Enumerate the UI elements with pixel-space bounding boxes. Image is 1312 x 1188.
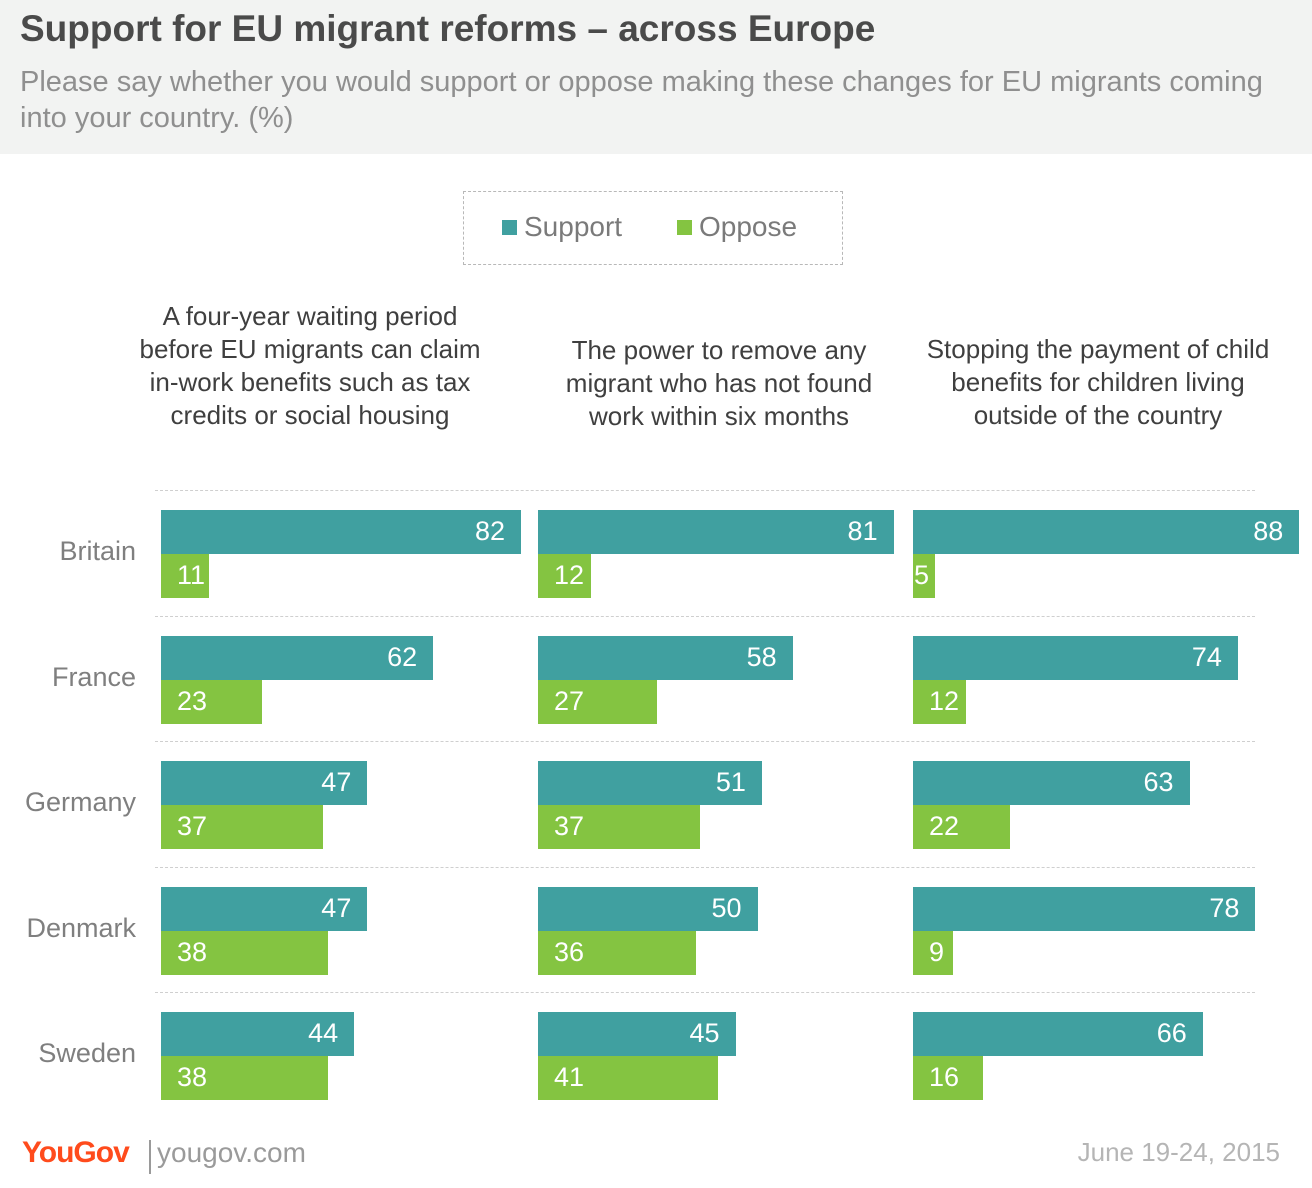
row-label-sweden: Sweden [38,1038,136,1068]
bar-support-france-panel-3 [913,635,1238,680]
bar-support-britain-panel-1 [161,510,521,554]
bar-oppose-sweden-panel-2 [538,1056,718,1100]
row-label-britain: Britain [59,536,136,566]
panel-title-waiting-period: A four-year waiting period before EU mig… [139,301,481,430]
data-label-oppose-sweden-panel-1: 38 [177,1062,208,1092]
data-label-support-sweden-panel-3: 66 [1156,1018,1187,1048]
chart-title: Support for EU migrant reforms – across … [20,8,876,49]
bar-support-sweden-panel-3 [913,1012,1203,1056]
data-label-oppose-germany-panel-2: 37 [554,811,585,841]
data-label-oppose-germany-panel-3: 22 [929,811,960,841]
data-label-oppose-denmark-panel-2: 36 [554,936,585,967]
bar-oppose-denmark-panel-3 [913,930,953,975]
bar-support-germany-panel-1 [161,761,368,805]
footer-date: June 19-24, 2015 [1077,1137,1280,1167]
bar-oppose-denmark-panel-2 [538,930,697,975]
data-label-support-sweden-panel-1: 44 [308,1018,339,1048]
bar-oppose-germany-panel-2 [538,805,701,849]
legend-label-support: Support [524,211,623,242]
bar-support-denmark-panel-3 [913,886,1256,931]
data-label-support-france-panel-3: 74 [1191,641,1222,672]
bar-oppose-sweden-panel-3 [913,1056,984,1100]
data-label-support-denmark-panel-1: 47 [321,892,352,923]
bar-support-denmark-panel-2 [538,886,758,931]
data-label-support-britain-panel-1: 82 [474,516,505,546]
bar-support-france-panel-2 [538,635,793,680]
bar-support-sweden-panel-1 [161,1012,355,1056]
data-label-support-germany-panel-1: 47 [321,767,352,797]
legend-item-oppose: Oppose [677,211,797,243]
data-label-support-france-panel-2: 58 [746,641,777,672]
panel-title-child-benefits: Stopping the payment of child benefits f… [926,334,1270,430]
bar-oppose-france-panel-2 [538,679,657,724]
data-label-oppose-britain-panel-1: 11 [177,560,206,590]
yougov-logo: YouGov [22,1136,130,1169]
row-divider [155,490,1255,491]
row-divider [155,866,1255,868]
bar-support-france-panel-1 [161,635,434,680]
data-label-oppose-sweden-panel-3: 16 [929,1062,960,1092]
row-label-france: France [51,661,136,692]
bar-oppose-britain-panel-3 [913,554,935,598]
data-label-support-france-panel-1: 62 [387,641,418,672]
footer-site: yougov.com [157,1137,306,1168]
data-label-support-germany-panel-2: 51 [715,767,746,797]
bar-support-germany-panel-2 [538,761,762,805]
data-label-support-britain-panel-2: 81 [847,516,878,546]
chart-legend: Support Oppose [463,191,843,265]
data-label-support-denmark-panel-2: 50 [711,892,742,923]
row-label-germany: Germany [24,787,136,817]
row-divider [155,615,1255,617]
panel-title-remove-power: The power to remove any migrant who has … [565,335,873,431]
data-label-oppose-sweden-panel-2: 41 [554,1062,585,1092]
bar-support-sweden-panel-2 [538,1012,736,1056]
bar-support-britain-panel-2 [538,510,894,554]
data-label-oppose-britain-panel-2: 12 [554,560,585,590]
data-label-oppose-france-panel-1: 23 [177,685,208,716]
bar-oppose-britain-panel-1 [161,554,210,598]
bar-oppose-germany-panel-1 [161,805,324,849]
data-label-oppose-france-panel-2: 27 [554,685,585,716]
legend-item-support: Support [502,211,622,243]
legend-swatch-support [502,219,517,235]
bar-oppose-germany-panel-3 [913,805,1010,849]
bar-support-denmark-panel-1 [161,886,368,931]
data-label-oppose-denmark-panel-3: 9 [929,936,945,967]
footer-separator [149,1140,151,1174]
data-label-support-germany-panel-3: 63 [1143,767,1174,797]
bar-support-germany-panel-3 [913,761,1190,805]
data-label-support-sweden-panel-2: 45 [689,1018,720,1048]
bar-oppose-france-panel-3 [913,679,966,724]
data-label-support-britain-panel-3: 88 [1253,516,1284,546]
chart-subtitle: Please say whether you would support or … [20,66,1263,134]
bar-oppose-sweden-panel-1 [161,1056,328,1100]
row-label-denmark: Denmark [26,912,136,943]
bar-support-britain-panel-3 [913,510,1300,554]
bar-oppose-denmark-panel-1 [161,930,328,975]
header-band: Support for EU migrant reforms – across … [0,0,1312,154]
data-label-oppose-denmark-panel-1: 38 [177,936,208,967]
data-label-oppose-france-panel-3: 12 [929,685,960,716]
data-label-oppose-britain-panel-3: 5 [914,560,930,590]
data-label-support-denmark-panel-3: 78 [1209,892,1240,923]
data-label-oppose-germany-panel-1: 37 [177,811,208,841]
row-divider [155,741,1255,742]
legend-label-oppose: Oppose [699,211,798,242]
bar-oppose-britain-panel-2 [538,554,591,598]
bar-oppose-france-panel-1 [161,679,262,724]
row-divider [155,992,1255,993]
legend-swatch-oppose [677,219,692,235]
